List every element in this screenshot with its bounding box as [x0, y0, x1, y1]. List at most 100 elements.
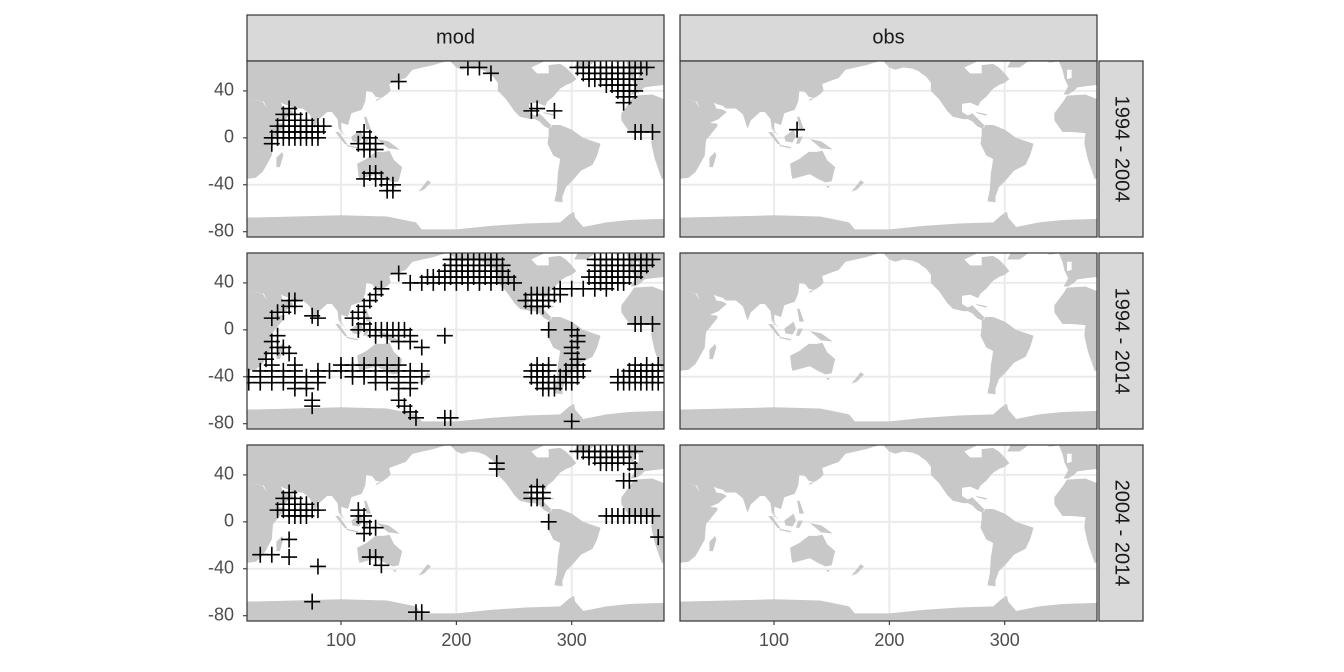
point	[281, 100, 298, 117]
point	[552, 286, 569, 303]
y-tick-label: -40	[208, 558, 234, 578]
y-tick-label: 40	[214, 464, 234, 484]
point	[390, 73, 407, 90]
point	[540, 321, 557, 338]
point	[789, 121, 806, 138]
point	[367, 519, 384, 536]
column-strip	[679, 14, 1098, 62]
y-tick-label: -40	[208, 174, 234, 194]
panel-inner	[247, 445, 664, 621]
point	[627, 445, 644, 460]
panel-border	[679, 60, 1098, 238]
point	[350, 507, 367, 524]
point	[298, 507, 315, 524]
x-tick-label: 200	[874, 630, 904, 650]
y-tick-label: 0	[224, 319, 234, 339]
point	[627, 461, 644, 478]
point	[402, 380, 419, 397]
point	[263, 333, 280, 350]
point	[304, 398, 321, 415]
point	[615, 274, 632, 291]
point	[286, 298, 303, 315]
panel-inner	[247, 61, 664, 237]
column-strip-label: obs	[872, 26, 904, 48]
point	[304, 307, 321, 324]
panel-border	[679, 444, 1098, 622]
point	[384, 182, 401, 199]
point	[563, 374, 580, 391]
point	[402, 333, 419, 350]
point	[298, 112, 315, 129]
point	[436, 327, 453, 344]
panel	[679, 60, 1098, 238]
point	[488, 461, 505, 478]
point	[356, 525, 373, 542]
column-strip	[246, 14, 665, 62]
point	[569, 351, 586, 368]
panel-inner	[680, 61, 1097, 237]
panel-inner	[680, 445, 1097, 621]
row-strip	[1098, 60, 1144, 238]
y-tick-label: -80	[208, 220, 234, 240]
panel	[246, 60, 665, 238]
point	[263, 310, 280, 327]
column-strip-label: mod	[436, 26, 475, 48]
point	[442, 409, 459, 426]
point	[281, 484, 298, 501]
point	[598, 280, 615, 297]
panel	[246, 444, 665, 622]
point	[309, 558, 326, 575]
point	[529, 100, 546, 117]
point	[413, 368, 430, 385]
point	[482, 65, 499, 82]
point	[615, 94, 632, 111]
point	[471, 61, 488, 76]
point	[563, 413, 580, 429]
x-tick-label: 200	[441, 630, 471, 650]
x-tick-label: 300	[990, 630, 1020, 650]
point	[407, 409, 424, 426]
point	[373, 280, 390, 297]
x-tick-label: 100	[326, 630, 356, 650]
panel-border	[246, 444, 665, 622]
point	[258, 351, 275, 368]
point	[298, 380, 315, 397]
x-tick-label: 300	[557, 630, 587, 650]
row-strip-label: 1994 - 2014	[1111, 288, 1133, 395]
point	[304, 593, 321, 610]
panel-border	[246, 252, 665, 430]
row-strip	[1098, 444, 1144, 622]
panel-border	[246, 60, 665, 238]
point	[534, 298, 551, 315]
row-strip-label: 2004 - 2014	[1111, 480, 1133, 587]
point	[638, 61, 655, 76]
point	[263, 135, 280, 152]
point	[621, 472, 638, 489]
point	[540, 513, 557, 530]
point	[367, 141, 384, 158]
y-tick-label: 40	[214, 80, 234, 100]
point	[546, 380, 563, 397]
point	[309, 374, 326, 391]
y-tick-label: 0	[224, 511, 234, 531]
point	[281, 531, 298, 548]
y-tick-label: 0	[224, 127, 234, 147]
point	[367, 549, 384, 566]
x-tick-label: 100	[759, 630, 789, 650]
panel	[246, 252, 665, 430]
point	[546, 102, 563, 119]
point	[373, 557, 390, 574]
point	[263, 546, 280, 563]
point	[627, 269, 644, 286]
y-tick-label: -80	[208, 604, 234, 624]
point	[644, 507, 661, 524]
panel-inner	[680, 253, 1097, 429]
panel	[679, 444, 1098, 622]
point	[644, 123, 661, 140]
point	[281, 345, 298, 362]
panel-inner	[247, 253, 664, 429]
point	[506, 274, 523, 291]
point	[413, 604, 430, 621]
